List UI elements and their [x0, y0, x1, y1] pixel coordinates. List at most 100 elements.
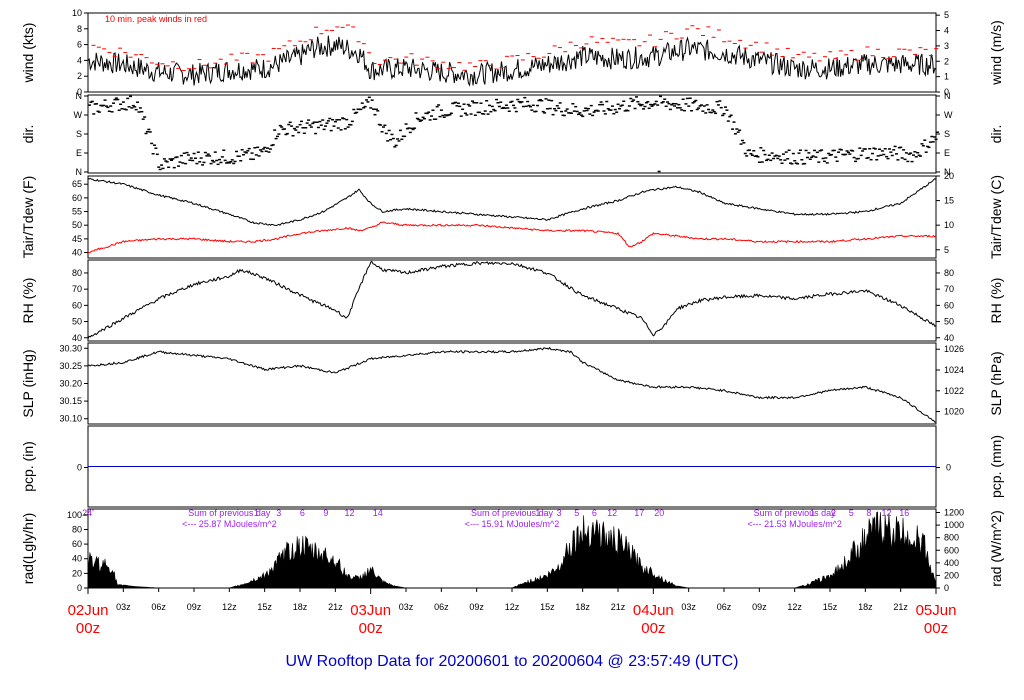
left-axis-label-dir: dir. [20, 125, 36, 144]
right-tick-label-dir: S [944, 129, 950, 139]
right-tick-label-rh: 40 [944, 333, 954, 343]
radiation-hour-mark: 8 [866, 508, 871, 518]
series-line-temp [87, 221, 937, 254]
right-tick-label-dir: E [944, 148, 950, 158]
radiation-hour-mark: 20 [654, 508, 664, 518]
right-tick-label-rad: 600 [944, 545, 959, 555]
date-marker-hour: 00z [359, 620, 383, 637]
radiation-hour-mark: 5 [574, 508, 579, 518]
right-tick-label-temp: 10 [944, 220, 954, 230]
left-tick-label-slp: 30.30 [59, 343, 82, 353]
date-marker-hour: 00z [924, 620, 948, 637]
left-tick-label-rh: 70 [72, 284, 82, 294]
left-tick-label-rad: 40 [72, 554, 82, 564]
right-tick-label-slp: 1024 [944, 365, 964, 375]
series-line-wind [87, 35, 937, 87]
chart-title: UW Rooftop Data for 20200601 to 20200604… [286, 653, 739, 670]
date-marker-date: 02Jun [68, 602, 109, 619]
left-axis-label-temp: Tair/Tdew (F) [20, 176, 36, 258]
left-axis-label-wind: wind (kts) [20, 23, 36, 84]
right-tick-label-rh: 50 [944, 317, 954, 327]
x-tick-label: 18z [293, 602, 308, 612]
right-tick-label-wind: 2 [944, 56, 949, 66]
x-tick-label: 03z [399, 602, 414, 612]
radiation-annotation: <--- 15.91 MJoules/m^2 [465, 519, 560, 529]
left-tick-label-wind: 0 [77, 87, 82, 97]
left-tick-label-slp: 30.15 [59, 396, 82, 406]
left-tick-label-temp: 40 [72, 248, 82, 258]
x-tick-label: 03z [681, 602, 696, 612]
x-tick-label: 12z [505, 602, 520, 612]
radiation-annotation: Sum of previous day [471, 508, 554, 518]
left-tick-label-slp: 30.20 [59, 379, 82, 389]
left-tick-label-dir: N [76, 91, 83, 101]
left-tick-label-wind: 10 [72, 8, 82, 18]
x-tick-label: 18z [575, 602, 590, 612]
right-tick-label-pcp: 0 [946, 463, 951, 473]
radiation-hour-mark: 1 [535, 508, 540, 518]
left-tick-label-wind: 6 [77, 40, 82, 50]
right-tick-label-dir: N [944, 167, 951, 177]
x-tick-label: 09z [187, 602, 202, 612]
left-axis-label-rad: rad(Lgly/hr) [20, 513, 36, 585]
x-tick-label: 15z [257, 602, 272, 612]
date-marker-hour: 00z [641, 620, 665, 637]
left-tick-label-temp: 55 [72, 207, 82, 217]
date-marker-date: 04Jun [633, 602, 674, 619]
radiation-hour-mark: 1 [254, 508, 259, 518]
left-tick-label-temp: 45 [72, 234, 82, 244]
panel-frame-slp [87, 342, 937, 425]
right-axis-label-rad: rad (W/m^2) [988, 510, 1004, 587]
radiation-hour-mark: 3 [557, 508, 562, 518]
right-tick-label-wind: 5 [944, 10, 949, 20]
date-marker-date: 05Jun [916, 602, 957, 619]
panel-frame-wind [87, 12, 937, 93]
left-tick-label-wind: 2 [77, 71, 82, 81]
x-tick-label: 15z [823, 602, 838, 612]
right-tick-label-rh: 60 [944, 300, 954, 310]
x-tick-label: 06z [151, 602, 166, 612]
right-tick-label-dir: W [944, 110, 953, 120]
right-axis-label-dir: dir. [988, 125, 1004, 144]
series-line-rh [87, 260, 937, 340]
left-tick-label-rad: 0 [77, 583, 82, 593]
left-tick-label-rad: 100 [67, 510, 82, 520]
right-tick-label-rad: 1000 [944, 520, 964, 530]
left-tick-label-dir: N [76, 167, 83, 177]
x-tick-label: 18z [858, 602, 873, 612]
left-tick-label-dir: W [74, 110, 83, 120]
right-tick-label-rad: 800 [944, 533, 959, 543]
left-tick-label-rad: 80 [72, 524, 82, 534]
radiation-hour-mark: 1 [810, 508, 815, 518]
right-tick-label-wind: 1 [944, 72, 949, 82]
radiation-hour-mark: 9 [323, 508, 328, 518]
right-axis-label-wind: wind (m/s) [988, 20, 1004, 86]
left-tick-label-dir: E [76, 148, 82, 158]
left-tick-label-temp: 65 [72, 179, 82, 189]
x-tick-label: 06z [434, 602, 449, 612]
right-tick-label-wind: 3 [944, 41, 949, 51]
radiation-annotation: <--- 21.53 MJoules/m^2 [747, 519, 842, 529]
left-axis-label-pcp: pcp. (in) [20, 441, 36, 492]
right-axis-label-temp: Tair/Tdew (C) [988, 175, 1004, 259]
right-tick-label-wind: 0 [944, 87, 949, 97]
panel-frame-temp [87, 175, 937, 259]
right-tick-label-temp: 5 [944, 245, 949, 255]
right-tick-label-dir: N [944, 91, 951, 101]
x-tick-label: 12z [787, 602, 802, 612]
x-tick-label: 21z [328, 602, 343, 612]
x-tick-label: 03z [116, 602, 131, 612]
left-tick-label-slp: 30.25 [59, 361, 82, 371]
right-tick-label-temp: 15 [944, 196, 954, 206]
panel-frame-rh [87, 259, 937, 342]
x-tick-label: 12z [222, 602, 237, 612]
right-tick-label-rad: 200 [944, 570, 959, 580]
right-tick-label-rh: 80 [944, 268, 954, 278]
right-tick-label-temp: 20 [944, 171, 954, 181]
radiation-annotation: Sum of previous day [754, 508, 837, 518]
radiation-hour-mark: 12 [344, 508, 354, 518]
right-tick-label-slp: 1026 [944, 344, 964, 354]
right-axis-label-pcp: pcp. (mm) [988, 435, 1004, 498]
radiation-hour-mark: 3 [276, 508, 281, 518]
wind-annotation: 10 min. peak winds in red [105, 14, 207, 24]
